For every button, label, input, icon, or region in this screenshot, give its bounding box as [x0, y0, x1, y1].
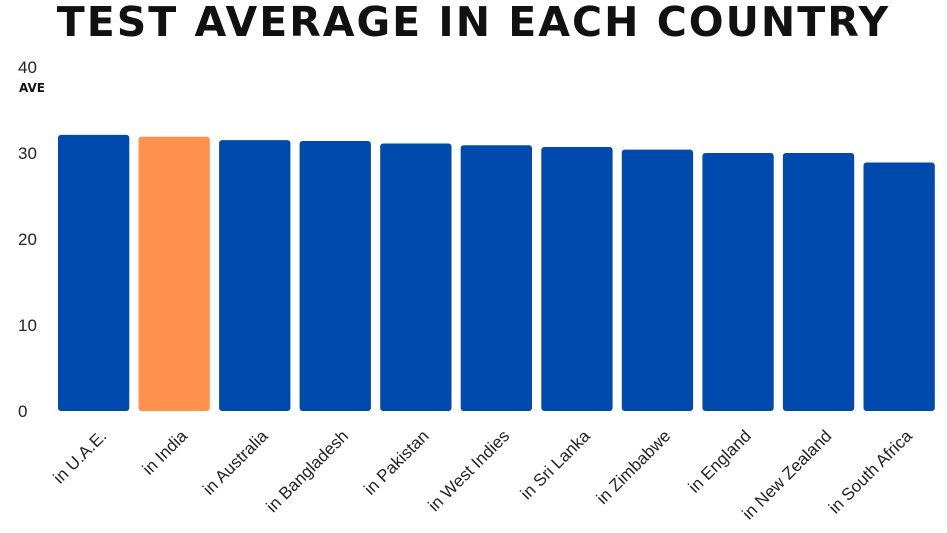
x-tick-label: in South Africa — [825, 426, 916, 517]
y-axis-label: AVE — [19, 81, 45, 95]
y-tick-label: 30 — [18, 144, 37, 163]
x-tick-label: in Bangladesh — [262, 426, 352, 516]
bar — [58, 134, 130, 411]
bar — [863, 162, 935, 411]
x-tick-label: in India — [139, 426, 192, 479]
x-tick-label: in Sri Lanka — [517, 426, 594, 503]
x-tick-label: in U.A.E. — [50, 426, 111, 487]
chart-title: TEST AVERAGE IN EACH COUNTRY — [56, 0, 891, 46]
y-tick-label: 20 — [18, 230, 37, 249]
bar — [782, 153, 855, 411]
x-tick-label: in Australia — [199, 426, 272, 499]
bar — [299, 141, 371, 411]
bar — [219, 140, 291, 411]
bar — [460, 145, 532, 412]
bar — [621, 149, 694, 411]
bar — [138, 136, 210, 411]
y-tick-label: 40 — [18, 58, 37, 77]
y-tick-label: 0 — [18, 402, 27, 421]
bar — [702, 153, 774, 411]
x-tick-label: in West Indies — [425, 426, 514, 515]
bar — [380, 143, 452, 411]
y-tick-label: 10 — [18, 316, 37, 335]
x-tick-label: in Zimbabwe — [593, 426, 675, 508]
x-tick-label: in England — [685, 426, 755, 496]
bar — [541, 147, 613, 411]
x-tick-label: in Pakistan — [360, 426, 432, 498]
